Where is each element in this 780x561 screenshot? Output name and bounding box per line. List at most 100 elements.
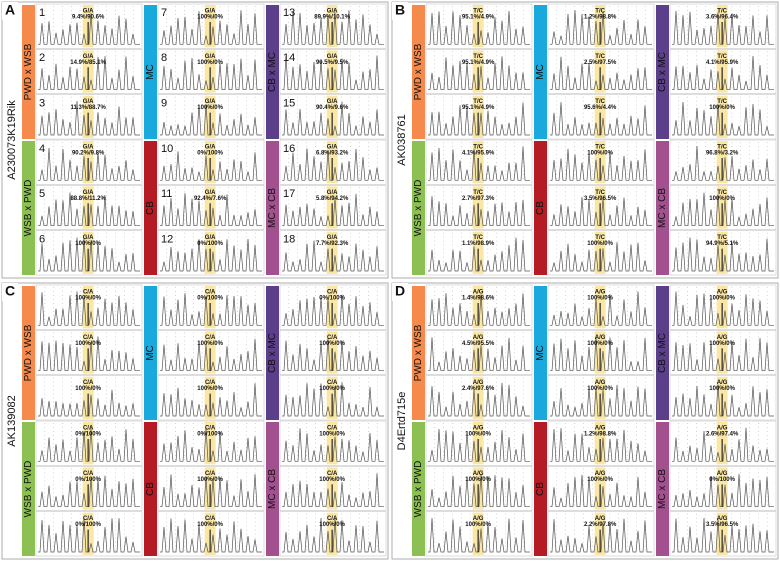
allele: A/G [595, 290, 606, 296]
group-bar [266, 141, 279, 275]
chromatogram [282, 240, 384, 272]
chromatogram [672, 192, 774, 227]
chromatogram [160, 338, 262, 372]
chromatogram [282, 55, 384, 91]
ratio: 95.1%/4.9% [462, 60, 495, 66]
sample-number: 7 [161, 7, 167, 19]
chromatogram [160, 104, 262, 136]
allele: T/C [595, 9, 605, 15]
group-bar [144, 5, 157, 139]
allele: A/G [473, 516, 484, 522]
group-label: MC x CB [657, 188, 668, 228]
ratio: 3.5%/96.5% [706, 522, 739, 528]
chromatogram [672, 473, 774, 508]
ratio: 90.4%/9.6% [316, 105, 349, 111]
sample-number: 8 [161, 52, 167, 64]
ratio: 2.5%/97.5% [584, 60, 617, 66]
chromatogram [38, 428, 140, 462]
ratio: 0%/100% [197, 432, 223, 438]
panel-border [391, 282, 779, 560]
sample-number: 11 [161, 188, 172, 200]
chromatogram [38, 336, 140, 372]
ratio: 100%/0% [587, 241, 613, 247]
ratio: 4.1%/95.9% [462, 151, 495, 157]
allele: G/A [205, 190, 216, 196]
chromatogram [38, 13, 140, 45]
ratio: 92.4%/7.6% [194, 196, 227, 202]
sample-number: 2 [39, 52, 45, 64]
group-bar [144, 286, 157, 420]
allele: G/A [205, 145, 216, 151]
group-label: PWD x WSB [23, 324, 34, 381]
allele: A/G [473, 380, 484, 386]
panel-border [1, 282, 389, 560]
allele: G/A [205, 9, 216, 15]
ratio: 100%/0% [197, 386, 223, 392]
ratio: 95.1%/4.9% [462, 15, 495, 21]
sample-number: 14 [283, 52, 295, 64]
chromatogram [550, 242, 652, 272]
ratio: 4.1%/95.9% [706, 60, 739, 66]
ratio: 2.2%/97.8% [584, 522, 617, 528]
group-label: CB x MC [657, 52, 668, 92]
allele: G/A [83, 9, 94, 15]
allele: A/G [717, 426, 728, 432]
ratio: 1.1%/98.9% [462, 241, 495, 247]
ratio: 100%/0% [709, 296, 735, 302]
allele: A/G [595, 380, 606, 386]
ratio: 1.2%/98.8% [584, 432, 617, 438]
allele: A/G [595, 471, 606, 477]
allele: C/A [83, 426, 94, 432]
chromatogram [428, 429, 530, 462]
chromatogram [428, 473, 530, 508]
ratio: 100%/0% [465, 522, 491, 528]
allele: G/A [327, 54, 338, 60]
group-bar [656, 5, 669, 139]
chromatogram [672, 10, 774, 45]
allele: C/A [205, 516, 216, 522]
chromatogram [160, 293, 262, 326]
chromatogram [550, 428, 652, 462]
ratio: 100%/0% [197, 477, 223, 483]
group-bar [266, 5, 279, 139]
chromatogram [282, 193, 384, 227]
allele: T/C [473, 99, 483, 105]
group-bar [656, 141, 669, 275]
allele: T/C [595, 145, 605, 151]
chromatogram [428, 237, 530, 272]
ratio: 11.3%/88.7% [70, 105, 106, 111]
chromatogram [160, 427, 262, 462]
allele: C/A [205, 426, 216, 432]
group-label: CB [535, 201, 546, 215]
group-label: CB [145, 482, 156, 496]
chromatogram [282, 294, 384, 326]
chromatogram [550, 384, 652, 417]
chromatogram [282, 473, 384, 508]
ratio: 100%/0% [709, 105, 735, 111]
allele: C/A [205, 290, 216, 296]
allele: G/A [83, 235, 94, 241]
group-label: PWD x WSB [23, 43, 34, 100]
allele: C/A [205, 471, 216, 477]
allele: C/A [327, 471, 338, 477]
ratio: 0%/100% [197, 151, 223, 157]
allele: C/A [205, 335, 216, 341]
sample-number: 12 [161, 234, 173, 246]
ratio: 100%/0% [587, 341, 613, 347]
ratio: 4.5%/95.5% [462, 341, 495, 347]
ratio: 100%/0% [587, 151, 613, 157]
chromatogram [672, 55, 774, 91]
ratio: 100%/0% [587, 477, 613, 483]
allele: T/C [473, 235, 483, 241]
chromatogram [282, 428, 384, 462]
chromatogram [38, 518, 140, 553]
chromatogram [428, 56, 530, 91]
allele: A/G [473, 471, 484, 477]
group-bar [266, 286, 279, 420]
ratio: 96.8%/3.2% [706, 151, 739, 157]
ratio: 2.4%/97.6% [462, 386, 495, 392]
allele: T/C [473, 145, 483, 151]
sample-number: 10 [161, 143, 173, 155]
